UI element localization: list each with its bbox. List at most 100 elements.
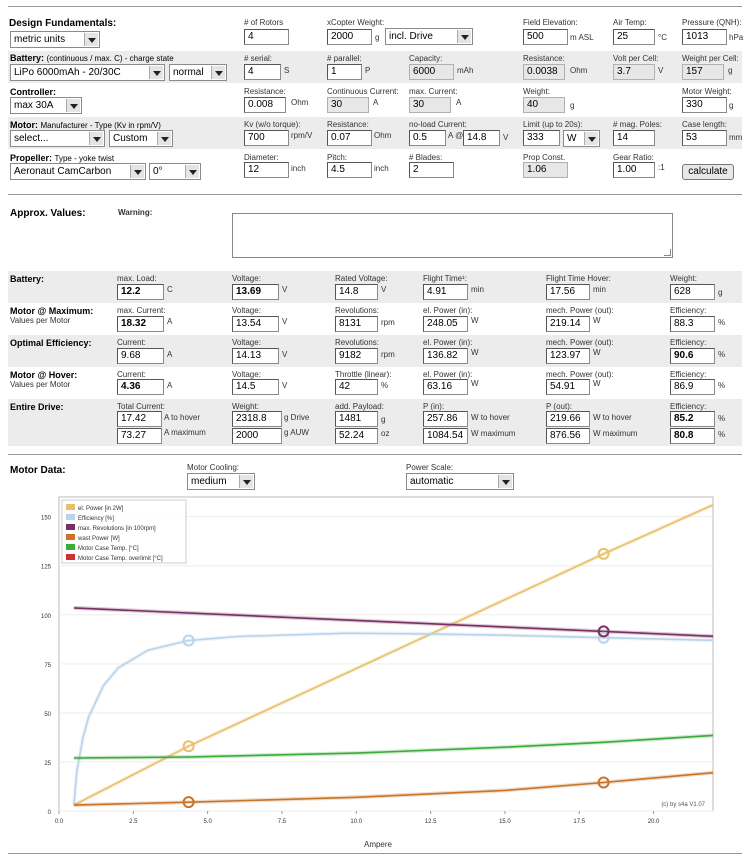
series-line-3 — [73, 771, 714, 806]
kv-unit: rpm/V — [291, 131, 313, 140]
hover-power-out-value: 54.91 — [546, 379, 590, 395]
legend-box — [61, 499, 187, 564]
controller-select[interactable]: max 30A — [10, 97, 82, 114]
case-length-input[interactable]: 53 — [682, 130, 727, 146]
hover-power-out-unit: W — [593, 379, 601, 388]
motor-type-select[interactable]: Custom — [109, 130, 173, 147]
legend-entry: Motor Case Temp. [°C] — [78, 546, 139, 552]
opt-efficiency-value: 90.6 — [670, 348, 715, 364]
serial-input[interactable]: 4 — [244, 64, 281, 80]
total-current-max-unit: A maximum — [164, 428, 206, 437]
controller-resistance-input[interactable]: 0.008 — [244, 97, 286, 113]
max-efficiency-label: Efficiency: — [670, 306, 707, 315]
battery-resistance-label: Resistance: — [523, 54, 565, 63]
chevron-down-icon — [457, 30, 471, 43]
battery-weight-label: Weight: — [670, 274, 697, 283]
throttle-label: Throttle (linear): — [335, 370, 392, 379]
legend-entry: Motor Case Temp. overlimit [°C] — [78, 556, 163, 562]
no-load-voltage-unit: V — [503, 133, 509, 142]
units-select[interactable]: metric units — [10, 31, 100, 48]
weight-mode-select[interactable]: incl. Drive — [385, 28, 473, 45]
pressure-label: Pressure (QNH): — [682, 18, 742, 27]
diameter-input[interactable]: 12 — [244, 162, 289, 178]
motor-config-label: Motor: Manufacturer - Type (Kv in rpm/V) — [10, 120, 161, 130]
flight-time-value: 4.91 — [423, 284, 468, 300]
battery-voltage-label: Voltage: — [232, 274, 261, 283]
legend-entry: Efficiency [%] — [78, 516, 114, 522]
controller-weight-unit: g — [570, 101, 575, 110]
motor-weight-input[interactable]: 330 — [682, 97, 727, 113]
opt-power-out-label: mech. Power (out): — [546, 338, 614, 347]
series-marker — [597, 631, 610, 644]
max-power-out-value: 219.14 — [546, 316, 590, 332]
weight-input[interactable]: 2000 — [327, 29, 372, 45]
max-voltage-label: Voltage: — [232, 306, 261, 315]
hover-power-out-label: mech. Power (out): — [546, 370, 614, 379]
y-tick-label: 125 — [41, 565, 52, 571]
pressure-input[interactable]: 1013 — [682, 29, 727, 45]
cooling-select[interactable]: medium — [187, 473, 255, 490]
motor-weight-unit: g — [729, 101, 734, 110]
chart-credit: (c) by s4a V1.07 — [661, 802, 705, 808]
chevron-down-icon — [66, 99, 80, 112]
gear-ratio-input[interactable]: 1.00 — [613, 162, 655, 178]
limit-input[interactable]: 333 — [523, 130, 560, 146]
series-line-1 — [73, 632, 714, 806]
hover-voltage-value: 14.5 — [232, 379, 279, 395]
drive-weight-unit: g Drive — [284, 413, 310, 422]
case-length-unit: mm — [729, 133, 743, 142]
charge-state-select[interactable]: normal — [169, 64, 227, 81]
x-tick-label: 2.5 — [129, 819, 138, 825]
battery-resistance-unit: Ohm — [570, 66, 588, 75]
capacity-label: Capacity: — [409, 54, 443, 63]
hover-efficiency-value: 86.9 — [670, 379, 715, 395]
motor-manufacturer-select[interactable]: select... — [10, 130, 105, 147]
y-tick-label: 100 — [41, 614, 52, 620]
max-power-in-unit: W — [471, 316, 479, 325]
opt-current-label: Current: — [117, 338, 146, 347]
entire-drive-label: Entire Drive: — [10, 402, 64, 412]
battery-voltage-value: 13.69 — [232, 284, 279, 300]
no-load-current-label: no-load Current: — [409, 120, 467, 129]
rotors-input[interactable]: 4 — [244, 29, 289, 45]
serial-label: # serial: — [244, 54, 273, 63]
no-load-voltage-input[interactable]: 14.8 — [463, 130, 500, 146]
motor-resistance-input[interactable]: 0.07 — [327, 130, 372, 146]
warning-label: Warning: — [118, 208, 153, 217]
flight-time-hover-unit: min — [593, 285, 606, 294]
parallel-input[interactable]: 1 — [327, 64, 362, 80]
y-tick-label: 50 — [44, 712, 51, 718]
pitch-input[interactable]: 4.5 — [327, 162, 372, 178]
blades-input[interactable]: 2 — [409, 162, 454, 178]
calculate-button[interactable]: calculate — [682, 164, 734, 180]
legend-swatch — [66, 524, 75, 530]
mag-poles-input[interactable]: 14 — [613, 130, 655, 146]
yoke-twist-select[interactable]: 0° — [149, 163, 201, 180]
motor-resistance-label: Resistance: — [327, 120, 369, 129]
x-tick-label: 17.5 — [573, 819, 585, 825]
x-tick-label: 10.0 — [350, 819, 362, 825]
air-temp-input[interactable]: 25 — [613, 29, 655, 45]
x-tick-label: 20.0 — [648, 819, 660, 825]
hover-power-in-value: 63.16 — [423, 379, 468, 395]
controller-weight-field: 40 — [523, 97, 565, 113]
series-marker — [182, 634, 195, 647]
hover-current-value: 4.36 — [117, 379, 164, 395]
weight-per-cell-unit: g — [728, 66, 733, 75]
payload-g-unit: g — [381, 415, 386, 424]
max-revolutions-value: 8131 — [335, 316, 378, 332]
propeller-type-select[interactable]: Aeronaut CamCarbon — [10, 163, 146, 180]
warning-textarea[interactable] — [232, 213, 673, 258]
max-power-in-label: el. Power (in): — [423, 306, 473, 315]
battery-type-select[interactable]: LiPo 6000mAh - 20/30C — [10, 64, 165, 81]
y-tick-label: 25 — [44, 761, 51, 767]
motor-resistance-unit: Ohm — [374, 131, 392, 140]
elevation-input[interactable]: 500 — [523, 29, 568, 45]
max-load-label: max. Load: — [117, 274, 157, 283]
chevron-down-icon — [157, 132, 171, 145]
x-tick-label: 0.0 — [55, 819, 64, 825]
power-scale-select[interactable]: automatic — [406, 473, 514, 490]
kv-input[interactable]: 700 — [244, 130, 289, 146]
no-load-current-input[interactable]: 0.5 — [409, 130, 446, 146]
limit-unit-select[interactable]: W — [563, 130, 600, 147]
